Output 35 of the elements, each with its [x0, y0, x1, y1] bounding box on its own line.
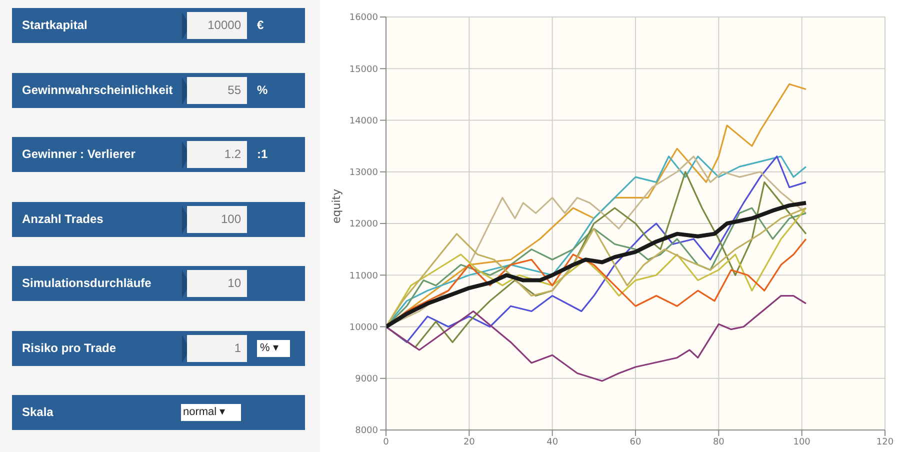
text: %: [257, 82, 268, 96]
x-tick-label: 80: [712, 437, 725, 448]
text: 10: [187, 270, 247, 297]
category-label: Skala: [22, 405, 54, 419]
y-tick-label: 12000: [349, 220, 378, 230]
y-tick-label: 10000: [349, 322, 378, 333]
x-tick-label: 60: [630, 437, 642, 448]
category-label: Startkapital: [22, 18, 88, 32]
category-label: Gewinnwahrscheinlichkeit: [22, 82, 173, 96]
x-tick-label: 120: [876, 437, 894, 448]
text: 1: [187, 334, 247, 362]
y-tick-label: 9000: [355, 374, 378, 385]
y-tick-label: 16000: [349, 13, 378, 24]
text: 100: [187, 206, 247, 232]
category-label: Gewinner : Verlierer: [22, 147, 136, 161]
x-tick-label: 40: [546, 437, 558, 448]
category-label: Anzahl Trades: [22, 212, 104, 226]
y-tick-label: 13000: [349, 168, 378, 178]
x-tick-label: 0: [383, 437, 390, 448]
text: :1: [257, 147, 268, 161]
x-tick-label: 100: [793, 437, 811, 448]
x-tick-label: 20: [463, 437, 476, 448]
text: 10000: [187, 12, 247, 39]
text: % ▾: [257, 340, 290, 356]
category-label: Simulationsdurchläufe: [22, 276, 152, 290]
y-tick-label: 14000: [349, 116, 378, 126]
text: normal ▾: [181, 404, 241, 421]
y-tick-label: 8000: [355, 426, 378, 436]
text: 55: [187, 76, 247, 104]
y-tick-label: 11000: [349, 271, 378, 282]
category-label: Risiko pro Trade: [22, 340, 116, 354]
text: €: [257, 18, 264, 32]
y-axis-title: equity: [330, 188, 343, 224]
text: 1.2: [187, 141, 247, 168]
y-tick-label: 15000: [349, 64, 378, 75]
